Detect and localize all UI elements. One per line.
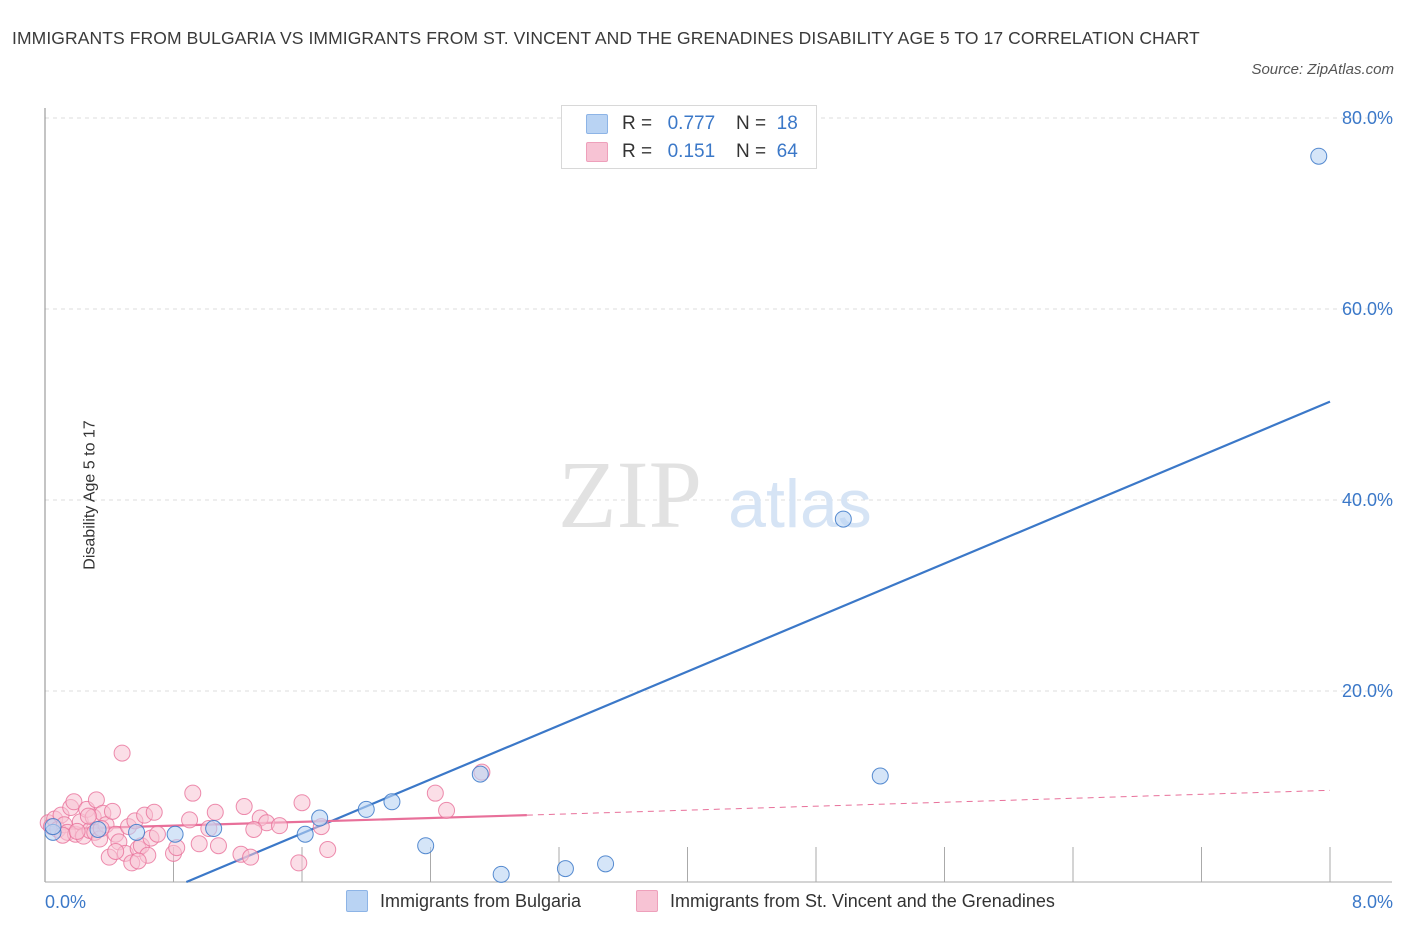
- x-tick-label: 8.0%: [1352, 892, 1393, 912]
- data-point-bulgaria: [417, 837, 435, 855]
- legend-r-value: 0.151: [667, 141, 716, 162]
- legend-swatch-blue: [586, 114, 608, 134]
- data-point-bulgaria: [834, 510, 852, 528]
- data-point-stvincent: [107, 842, 125, 860]
- data-point-bulgaria: [471, 765, 489, 783]
- data-point-stvincent: [438, 801, 456, 819]
- data-point-bulgaria: [311, 809, 329, 827]
- axes: [44, 108, 1392, 883]
- y-tick-label: 60.0%: [1342, 299, 1393, 319]
- data-point-bulgaria: [166, 825, 184, 843]
- data-point-bulgaria: [492, 865, 510, 883]
- data-point-stvincent: [319, 841, 337, 859]
- data-point-bulgaria: [1310, 147, 1328, 165]
- data-point-stvincent: [113, 744, 131, 762]
- data-point-stvincent: [242, 848, 260, 866]
- bottom-legend-stvincent: Immigrants from St. Vincent and the Gren…: [636, 890, 1055, 912]
- data-points: [39, 147, 1328, 883]
- data-point-bulgaria: [871, 767, 889, 785]
- data-point-bulgaria: [296, 825, 314, 843]
- legend-r-label: R =: [622, 141, 653, 162]
- legend-swatch-pink: [586, 142, 608, 162]
- data-point-bulgaria: [128, 823, 146, 841]
- data-point-stvincent: [65, 793, 83, 811]
- data-point-stvincent: [209, 837, 227, 855]
- legend-n-label: N =: [735, 113, 767, 134]
- legend-n-value: 64: [776, 141, 798, 162]
- bottom-legend-label: Immigrants from St. Vincent and the Gren…: [670, 890, 1055, 911]
- chart-title: IMMIGRANTS FROM BULGARIA VS IMMIGRANTS F…: [12, 28, 1200, 48]
- bottom-legend-bulgaria: Immigrants from Bulgaria: [346, 890, 581, 912]
- data-point-stvincent: [245, 820, 263, 838]
- y-tick-label: 80.0%: [1342, 108, 1393, 128]
- data-point-stvincent: [271, 817, 289, 835]
- legend-row-bulgaria: R = 0.777 N = 18: [586, 111, 798, 137]
- y-tick-label: 20.0%: [1342, 681, 1393, 701]
- bottom-legend-swatch-pink: [636, 890, 658, 912]
- data-point-stvincent: [426, 784, 444, 802]
- data-point-stvincent: [290, 854, 308, 872]
- bottom-legend-label: Immigrants from Bulgaria: [380, 890, 582, 911]
- y-axis-label: Disability Age 5 to 17: [81, 420, 99, 570]
- source-note: Source: ZipAtlas.com: [1251, 61, 1394, 78]
- data-point-bulgaria: [597, 855, 615, 873]
- legend-r-label: R =: [622, 113, 653, 134]
- data-point-bulgaria: [44, 818, 62, 836]
- data-point-stvincent: [129, 852, 147, 870]
- legend-n-label: N =: [735, 141, 767, 162]
- watermark-zip: ZIP: [558, 441, 702, 548]
- data-point-bulgaria: [205, 820, 223, 838]
- legend-row-stvincent: R = 0.151 N = 64: [586, 139, 798, 165]
- y-tick-label: 40.0%: [1342, 490, 1393, 510]
- legend: R = 0.777 N = 18 R = 0.151 N = 64: [561, 105, 817, 169]
- data-point-stvincent: [184, 784, 202, 802]
- data-point-stvincent: [68, 822, 86, 840]
- data-point-bulgaria: [383, 793, 401, 811]
- bottom-legend-swatch-blue: [346, 890, 368, 912]
- legend-n-value: 18: [776, 113, 798, 134]
- data-point-stvincent: [148, 825, 166, 843]
- trend-line-bulgaria: [185, 400, 1331, 884]
- watermark-atlas: atlas: [728, 466, 872, 542]
- x-tick-label: 0.0%: [45, 892, 86, 912]
- data-point-stvincent: [145, 803, 163, 821]
- data-point-bulgaria: [89, 820, 107, 838]
- data-point-stvincent: [293, 794, 311, 812]
- data-point-stvincent: [181, 811, 199, 829]
- legend-r-value: 0.777: [667, 113, 716, 134]
- data-point-stvincent: [79, 807, 97, 825]
- tick-labels: 20.0% 40.0% 60.0% 80.0% 0.0% 8.0%: [45, 108, 1393, 912]
- data-point-bulgaria: [556, 860, 574, 878]
- data-point-bulgaria: [357, 800, 375, 818]
- grid-lines: [45, 117, 1392, 692]
- trend-line-stvincent-extension: [526, 789, 1331, 816]
- data-point-stvincent: [190, 835, 208, 853]
- bottom-legend: Immigrants from Bulgaria Immigrants from…: [0, 890, 1406, 914]
- data-point-stvincent: [235, 798, 253, 816]
- data-point-stvincent: [103, 802, 121, 820]
- data-point-stvincent: [206, 803, 224, 821]
